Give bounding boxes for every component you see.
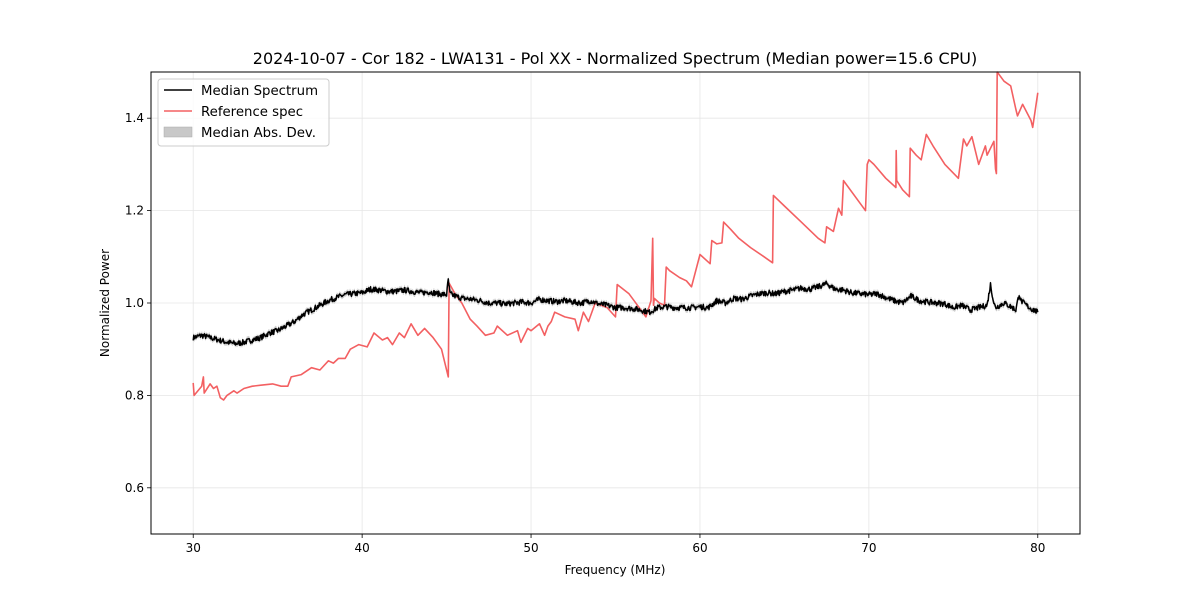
legend-label-median: Median Spectrum	[201, 84, 318, 99]
x-axis-label: Frequency (MHz)	[565, 563, 666, 577]
series-group	[192, 71, 1039, 401]
y-tick-label: 0.6	[125, 481, 144, 495]
legend: Median Spectrum Reference spec Median Ab…	[157, 78, 330, 147]
y-tick-label: 1.2	[125, 204, 144, 218]
x-tick-label: 60	[692, 541, 707, 555]
y-tick-label: 1.4	[125, 111, 144, 125]
x-tick-label: 30	[186, 541, 201, 555]
x-tick-label: 50	[523, 541, 538, 555]
x-tick-label: 40	[354, 541, 369, 555]
legend-box	[157, 78, 330, 147]
legend-swatch-mad	[163, 126, 193, 138]
reference-spec-line	[192, 71, 1039, 401]
x-tick-label: 70	[861, 541, 876, 555]
x-axis: 30 40 50 60 70 80	[186, 534, 1045, 555]
x-tick-label: 80	[1030, 541, 1045, 555]
y-axis-label: Normalized Power	[98, 249, 112, 357]
chart-title: 2024-10-07 - Cor 182 - LWA131 - Pol XX -…	[253, 49, 977, 68]
y-tick-label: 1.0	[125, 296, 144, 310]
median-spectrum-line	[192, 278, 1039, 346]
y-tick-label: 0.8	[125, 388, 144, 402]
y-axis: 0.6 0.8 1.0 1.2 1.4	[125, 111, 151, 495]
legend-label-reference: Reference spec	[201, 105, 303, 120]
legend-label-mad: Median Abs. Dev.	[201, 126, 316, 141]
